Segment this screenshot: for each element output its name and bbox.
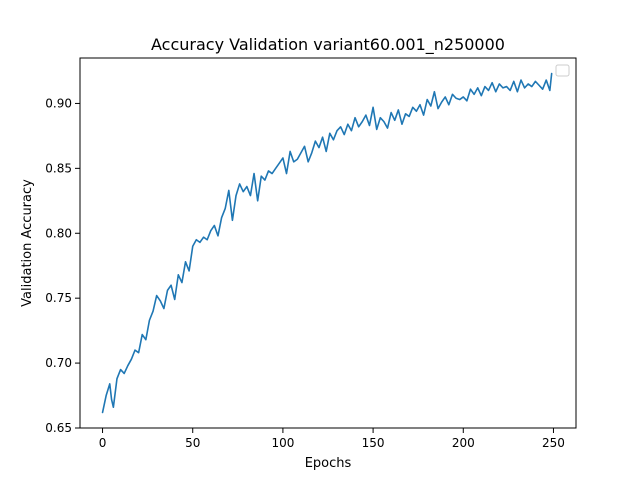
legend	[555, 64, 570, 77]
x-tick-label: 200	[452, 436, 475, 450]
x-tick-label: 150	[362, 436, 385, 450]
x-tick-label: 250	[542, 436, 565, 450]
x-tick-label: 50	[185, 436, 200, 450]
x-axis-label: Epochs	[305, 456, 352, 471]
y-tick-label: 0.90	[45, 96, 72, 110]
plot-area: 0 50 100 150 200 250 0.65 0.70 0.75 0.80 0.85 0.90	[45, 57, 577, 450]
x-axis: 0 50 100 150 200 250	[99, 428, 565, 450]
y-tick-label: 0.85	[45, 161, 72, 175]
y-axis: 0.65 0.70 0.75 0.80 0.85 0.90	[45, 96, 80, 435]
y-axis-label: Validation Accuracy	[20, 179, 35, 307]
series-line-validation-accuracy	[101, 72, 553, 414]
y-tick-label: 0.80	[45, 226, 72, 240]
y-tick-label: 0.70	[45, 356, 72, 370]
y-tick-label: 0.75	[45, 291, 72, 305]
plot-frame	[79, 57, 577, 429]
chart-title: Accuracy Validation variant60.001_n25000…	[151, 35, 505, 55]
y-tick-label: 0.65	[45, 421, 72, 435]
x-tick-label: 0	[99, 436, 107, 450]
x-tick-label: 100	[271, 436, 294, 450]
